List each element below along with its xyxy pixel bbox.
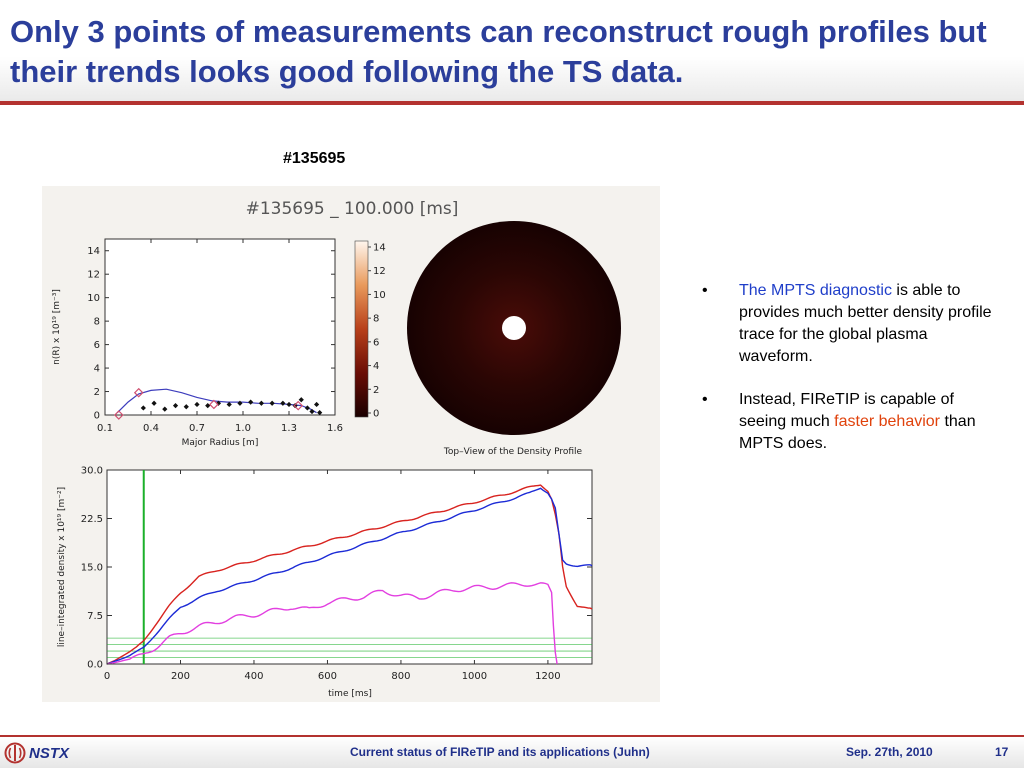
ts-data-point bbox=[317, 410, 323, 416]
ts-data-point bbox=[248, 399, 254, 405]
time-y-axis-label: line–integrated density x 10¹⁹ [m⁻²] bbox=[57, 487, 67, 647]
ts-data-point bbox=[237, 400, 243, 406]
colorbar-tick-label: 2 bbox=[373, 385, 379, 396]
colorbar-gradient bbox=[354, 240, 369, 418]
bullet-text-mpts: is able to provides much better density … bbox=[739, 282, 992, 365]
bullet-item-mpts: • The MPTS diagnostic is able to provide… bbox=[702, 280, 1002, 368]
footer-date: Sep. 27th, 2010 bbox=[846, 745, 933, 759]
time-x-tick-label: 600 bbox=[318, 671, 337, 682]
time-x-tick-label: 1200 bbox=[535, 671, 560, 682]
time-y-tick-label: 15.0 bbox=[81, 563, 103, 574]
ts-data-point bbox=[226, 401, 232, 408]
firetip-point bbox=[113, 410, 124, 420]
ts-data-point bbox=[172, 403, 179, 409]
ts-data-point bbox=[194, 401, 200, 408]
time-y-tick-label: 7.5 bbox=[87, 611, 103, 622]
profile-x-axis-label: Major Radius [m] bbox=[182, 438, 259, 448]
center-hole bbox=[502, 316, 526, 340]
ts-data-point bbox=[215, 400, 222, 406]
footer-bar bbox=[0, 737, 1024, 768]
profile-x-tick-label: 0.7 bbox=[189, 423, 205, 434]
colorbar-tick-label: 6 bbox=[373, 337, 379, 348]
time-x-tick-label: 800 bbox=[391, 671, 410, 682]
bullet-lead-firetip: Instead, FIReTIP is capable of seeing mu… bbox=[739, 391, 954, 430]
nstx-logo-text: NSTX bbox=[29, 744, 70, 762]
title-divider bbox=[0, 101, 1024, 105]
bullet-dot: • bbox=[702, 282, 708, 299]
page-number: 17 bbox=[995, 745, 1009, 759]
profile-y-tick-label: 12 bbox=[87, 270, 100, 281]
ts-data-point bbox=[183, 404, 189, 410]
firetip-point bbox=[133, 387, 144, 398]
ts-data-point bbox=[205, 403, 211, 409]
bullet-highlight-firetip: faster behavior bbox=[834, 413, 941, 430]
ts-data-point bbox=[314, 401, 320, 408]
time-x-axis-label: time [ms] bbox=[328, 689, 372, 699]
footer-presentation-title: Current status of FIReTIP and its applic… bbox=[350, 745, 650, 759]
top-view-caption: Top–View of the Density Profile bbox=[443, 447, 583, 457]
top-view-density-image: Top–View of the Density Profile bbox=[407, 221, 621, 457]
time-x-tick-label: 200 bbox=[171, 671, 190, 682]
colorbar-tick-label: 14 bbox=[373, 243, 386, 254]
bullet-dot: • bbox=[702, 391, 708, 408]
time-x-tick-label: 0 bbox=[104, 671, 110, 682]
profile-y-tick-label: 4 bbox=[94, 364, 100, 375]
profile-x-tick-label: 1.6 bbox=[327, 423, 343, 434]
ts-data-point bbox=[151, 400, 157, 406]
profile-y-tick-label: 2 bbox=[94, 387, 100, 398]
time-y-tick-label: 22.5 bbox=[81, 514, 103, 525]
ts-data-point bbox=[286, 401, 292, 408]
colorbar-tick-label: 8 bbox=[373, 314, 379, 325]
time-trace-plot: 0 200 400 600 800 1000 12000.07.515.022.530.0 … bbox=[57, 466, 593, 699]
nstx-logo-icon bbox=[4, 742, 26, 764]
profile-y-tick-label: 14 bbox=[87, 246, 100, 257]
profile-x-tick-label: 1.3 bbox=[281, 423, 297, 434]
colorbar-tick-label: 12 bbox=[373, 266, 386, 277]
figure-header: #135695 _ 100.000 [ms] bbox=[246, 199, 459, 219]
profile-y-tick-label: 8 bbox=[94, 317, 100, 328]
figure-canvas: #135695 _ 100.000 [ms] 0.1 0.4 0.7 1.0 1.3 1.… bbox=[52, 199, 621, 699]
profile-y-tick-label: 10 bbox=[87, 293, 100, 304]
colorbar-tick-label: 4 bbox=[373, 361, 379, 372]
profile-y-axis-label: n(R) x 10¹⁹ [m⁻³] bbox=[52, 289, 62, 365]
colorbar-tick-label: 0 bbox=[373, 409, 379, 420]
title-bar bbox=[0, 0, 1024, 103]
profile-x-tick-label: 0.1 bbox=[97, 423, 113, 434]
ts-data-point bbox=[304, 405, 310, 411]
profile-plot-frame bbox=[104, 238, 336, 416]
time-y-tick-label: 30.0 bbox=[81, 466, 103, 477]
blue-trace bbox=[106, 487, 593, 665]
firetip-point bbox=[209, 399, 219, 410]
firetip-point bbox=[293, 400, 304, 411]
density-figure: #135695 _ 100.000 [ms] 0.1 0.4 0.7 1.0 1.3 1.… bbox=[42, 186, 660, 702]
bullet-list: • The MPTS diagnostic is able to provide… bbox=[702, 280, 1002, 476]
profile-x-tick-label: 1.0 bbox=[235, 423, 251, 434]
colorbar: 14 12 10 8 6 4 2 0 bbox=[354, 240, 386, 420]
slide-title: Only 3 points of measurements can recons… bbox=[10, 14, 987, 89]
bullet-tail-firetip: than MPTS does. bbox=[739, 413, 976, 452]
nstx-logo: NSTX bbox=[4, 742, 69, 764]
magenta-trace bbox=[106, 582, 558, 665]
time-trace-frame bbox=[106, 469, 593, 665]
profile-x-tick-label: 0.4 bbox=[143, 423, 159, 434]
red-trace bbox=[106, 484, 593, 665]
bullet-item-firetip: • Instead, FIReTIP is capable of seeing … bbox=[702, 389, 1002, 455]
shot-number-label: #135695 bbox=[283, 150, 346, 167]
profile-y-tick-label: 0 bbox=[94, 411, 100, 422]
time-y-tick-label: 0.0 bbox=[87, 660, 103, 671]
profile-plot: 0.1 0.4 0.7 1.0 1.3 1.6 0 2 4 6 8 10 12 14 Major Radi… bbox=[52, 238, 343, 448]
time-x-tick-label: 400 bbox=[244, 671, 263, 682]
profile-y-tick-label: 6 bbox=[94, 340, 100, 351]
colorbar-tick-label: 10 bbox=[373, 290, 386, 301]
footer-divider bbox=[0, 735, 1024, 738]
time-x-tick-label: 1000 bbox=[462, 671, 487, 682]
bullet-highlight-mpts: The MPTS diagnostic bbox=[739, 282, 892, 299]
